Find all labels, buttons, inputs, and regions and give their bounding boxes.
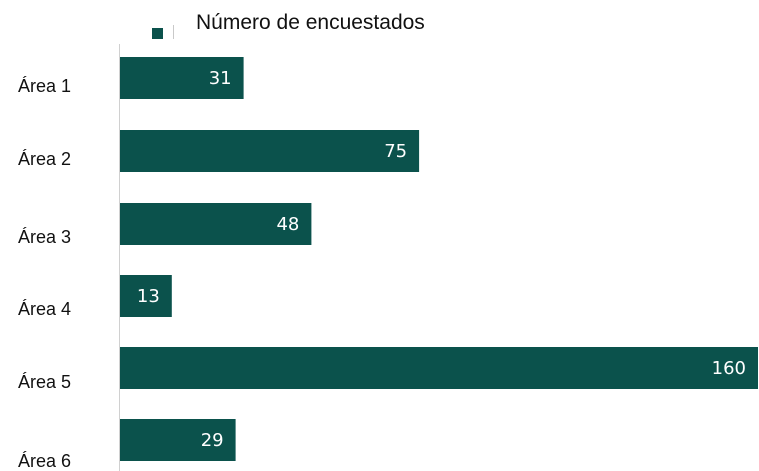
category-label-1: Área 1 (18, 76, 71, 96)
bars-group (120, 57, 758, 461)
value-label-4: 13 (137, 286, 160, 307)
bar-3 (120, 203, 312, 245)
value-label-1: 31 (209, 68, 232, 89)
bar-1 (120, 57, 244, 99)
bar-4 (120, 275, 172, 317)
category-label-5: Área 5 (18, 372, 71, 392)
bar-5 (120, 347, 758, 389)
legend-swatch (152, 28, 163, 39)
value-label-6: 29 (201, 430, 224, 451)
category-label-4: Área 4 (18, 299, 71, 319)
value-label-5: 160 (712, 358, 746, 379)
bar-2 (120, 130, 420, 172)
category-label-3: Área 3 (18, 227, 71, 247)
legend-separator (173, 25, 174, 39)
value-label-3: 48 (276, 214, 299, 235)
value-labels-group: 31 75 48 13 160 29 (137, 68, 746, 451)
category-labels-group: Área 1 Área 2 Área 3 Área 4 Área 5 Área 6 (18, 76, 71, 471)
legend-label: Número de encuestados (196, 11, 425, 34)
value-label-2: 75 (384, 141, 407, 162)
category-label-2: Área 2 (18, 149, 71, 169)
bar-6 (120, 419, 236, 461)
category-label-6: Área 6 (18, 451, 71, 471)
